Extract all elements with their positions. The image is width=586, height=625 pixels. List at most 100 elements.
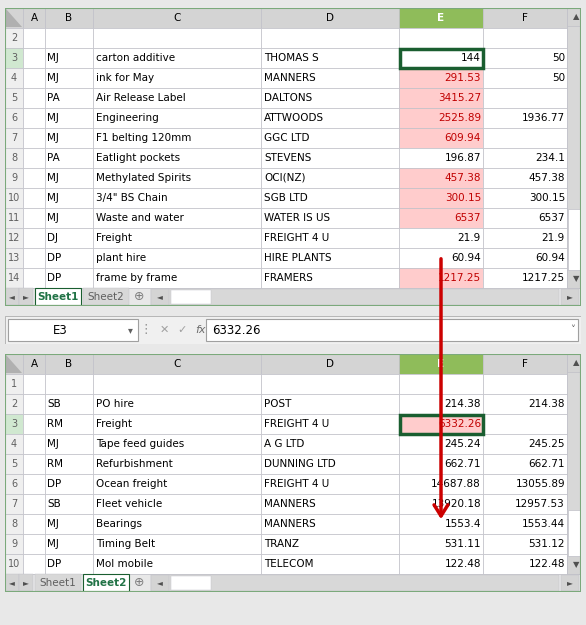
Text: 11: 11 bbox=[8, 213, 20, 223]
Text: 6332.26: 6332.26 bbox=[438, 419, 481, 429]
Bar bbox=[93, 514, 261, 534]
Text: D: D bbox=[326, 359, 334, 369]
Text: 300.15: 300.15 bbox=[445, 193, 481, 203]
Bar bbox=[151, 289, 169, 305]
Text: 662.71: 662.71 bbox=[529, 459, 565, 469]
Bar bbox=[399, 168, 483, 188]
Bar bbox=[93, 434, 261, 454]
Bar bbox=[399, 534, 483, 554]
Bar bbox=[261, 68, 399, 88]
Text: ▲: ▲ bbox=[573, 359, 579, 368]
Text: PA: PA bbox=[47, 93, 60, 103]
Bar bbox=[23, 28, 45, 48]
Bar bbox=[23, 248, 45, 268]
Text: DJ: DJ bbox=[47, 233, 58, 243]
Bar bbox=[261, 554, 399, 574]
Text: 1: 1 bbox=[11, 379, 17, 389]
Text: ◄: ◄ bbox=[9, 579, 15, 587]
Text: MJ: MJ bbox=[47, 439, 59, 449]
Bar bbox=[399, 514, 483, 534]
Bar bbox=[483, 394, 567, 414]
Bar bbox=[206, 319, 578, 341]
Bar bbox=[399, 248, 483, 268]
Text: 12: 12 bbox=[8, 233, 20, 243]
Text: 9: 9 bbox=[11, 539, 17, 549]
Text: E: E bbox=[437, 359, 445, 369]
Text: 13920.18: 13920.18 bbox=[431, 499, 481, 509]
Bar bbox=[399, 88, 483, 108]
Text: 7: 7 bbox=[11, 133, 17, 143]
Text: ⋮: ⋮ bbox=[139, 324, 152, 336]
Text: D: D bbox=[326, 13, 334, 23]
Bar bbox=[399, 354, 483, 374]
Bar bbox=[83, 574, 129, 591]
Bar bbox=[483, 494, 567, 514]
Bar bbox=[261, 434, 399, 454]
Bar bbox=[399, 374, 483, 394]
Text: ◄: ◄ bbox=[157, 579, 163, 587]
Bar bbox=[483, 148, 567, 168]
Bar bbox=[5, 574, 581, 592]
Bar bbox=[5, 8, 23, 28]
Text: 3415.27: 3415.27 bbox=[438, 93, 481, 103]
Text: 2525.89: 2525.89 bbox=[438, 113, 481, 123]
Bar bbox=[5, 454, 23, 474]
Bar bbox=[567, 8, 585, 288]
Bar bbox=[5, 28, 23, 48]
Bar bbox=[23, 534, 45, 554]
Text: 60.94: 60.94 bbox=[451, 253, 481, 263]
Bar bbox=[5, 188, 23, 208]
Bar bbox=[261, 374, 399, 394]
Bar bbox=[483, 534, 567, 554]
Text: 5: 5 bbox=[11, 93, 17, 103]
Bar bbox=[23, 474, 45, 494]
Text: ►: ► bbox=[567, 292, 573, 301]
Bar bbox=[5, 574, 19, 591]
Bar bbox=[5, 434, 23, 454]
Bar bbox=[483, 168, 567, 188]
Bar bbox=[23, 108, 45, 128]
Bar bbox=[483, 108, 567, 128]
Bar bbox=[483, 414, 567, 434]
Text: Eatlight pockets: Eatlight pockets bbox=[96, 153, 180, 163]
Text: Fleet vehicle: Fleet vehicle bbox=[96, 499, 162, 509]
Bar bbox=[261, 168, 399, 188]
Bar bbox=[45, 414, 93, 434]
Text: 245.24: 245.24 bbox=[445, 439, 481, 449]
Bar bbox=[45, 534, 93, 554]
Bar bbox=[45, 168, 93, 188]
Bar bbox=[45, 148, 93, 168]
Bar bbox=[483, 188, 567, 208]
Bar bbox=[399, 68, 483, 88]
Text: 196.87: 196.87 bbox=[445, 153, 481, 163]
Text: 6332.26: 6332.26 bbox=[212, 324, 261, 336]
Text: DP: DP bbox=[47, 273, 62, 283]
Text: SGB LTD: SGB LTD bbox=[264, 193, 308, 203]
Bar bbox=[561, 289, 579, 305]
Text: 6537: 6537 bbox=[539, 213, 565, 223]
Bar bbox=[399, 148, 483, 168]
Bar bbox=[483, 434, 567, 454]
Text: Sheet1: Sheet1 bbox=[38, 292, 79, 302]
Text: DP: DP bbox=[47, 559, 62, 569]
Bar bbox=[23, 354, 45, 374]
Bar bbox=[567, 270, 585, 288]
Text: 14687.88: 14687.88 bbox=[431, 479, 481, 489]
Text: 457.38: 457.38 bbox=[529, 173, 565, 183]
Bar bbox=[5, 494, 23, 514]
Text: ink for May: ink for May bbox=[96, 73, 154, 83]
Bar bbox=[261, 8, 399, 28]
Text: Ocean freight: Ocean freight bbox=[96, 479, 167, 489]
Bar bbox=[5, 248, 23, 268]
Bar bbox=[399, 108, 483, 128]
Bar bbox=[261, 88, 399, 108]
Bar bbox=[5, 68, 23, 88]
Bar bbox=[93, 108, 261, 128]
Bar bbox=[45, 554, 93, 574]
Bar bbox=[5, 288, 581, 306]
Text: MJ: MJ bbox=[47, 53, 59, 63]
Text: ►: ► bbox=[23, 292, 29, 301]
Text: PA: PA bbox=[47, 153, 60, 163]
Text: FREIGHT 4 U: FREIGHT 4 U bbox=[264, 233, 329, 243]
Text: Methylated Spirits: Methylated Spirits bbox=[96, 173, 191, 183]
